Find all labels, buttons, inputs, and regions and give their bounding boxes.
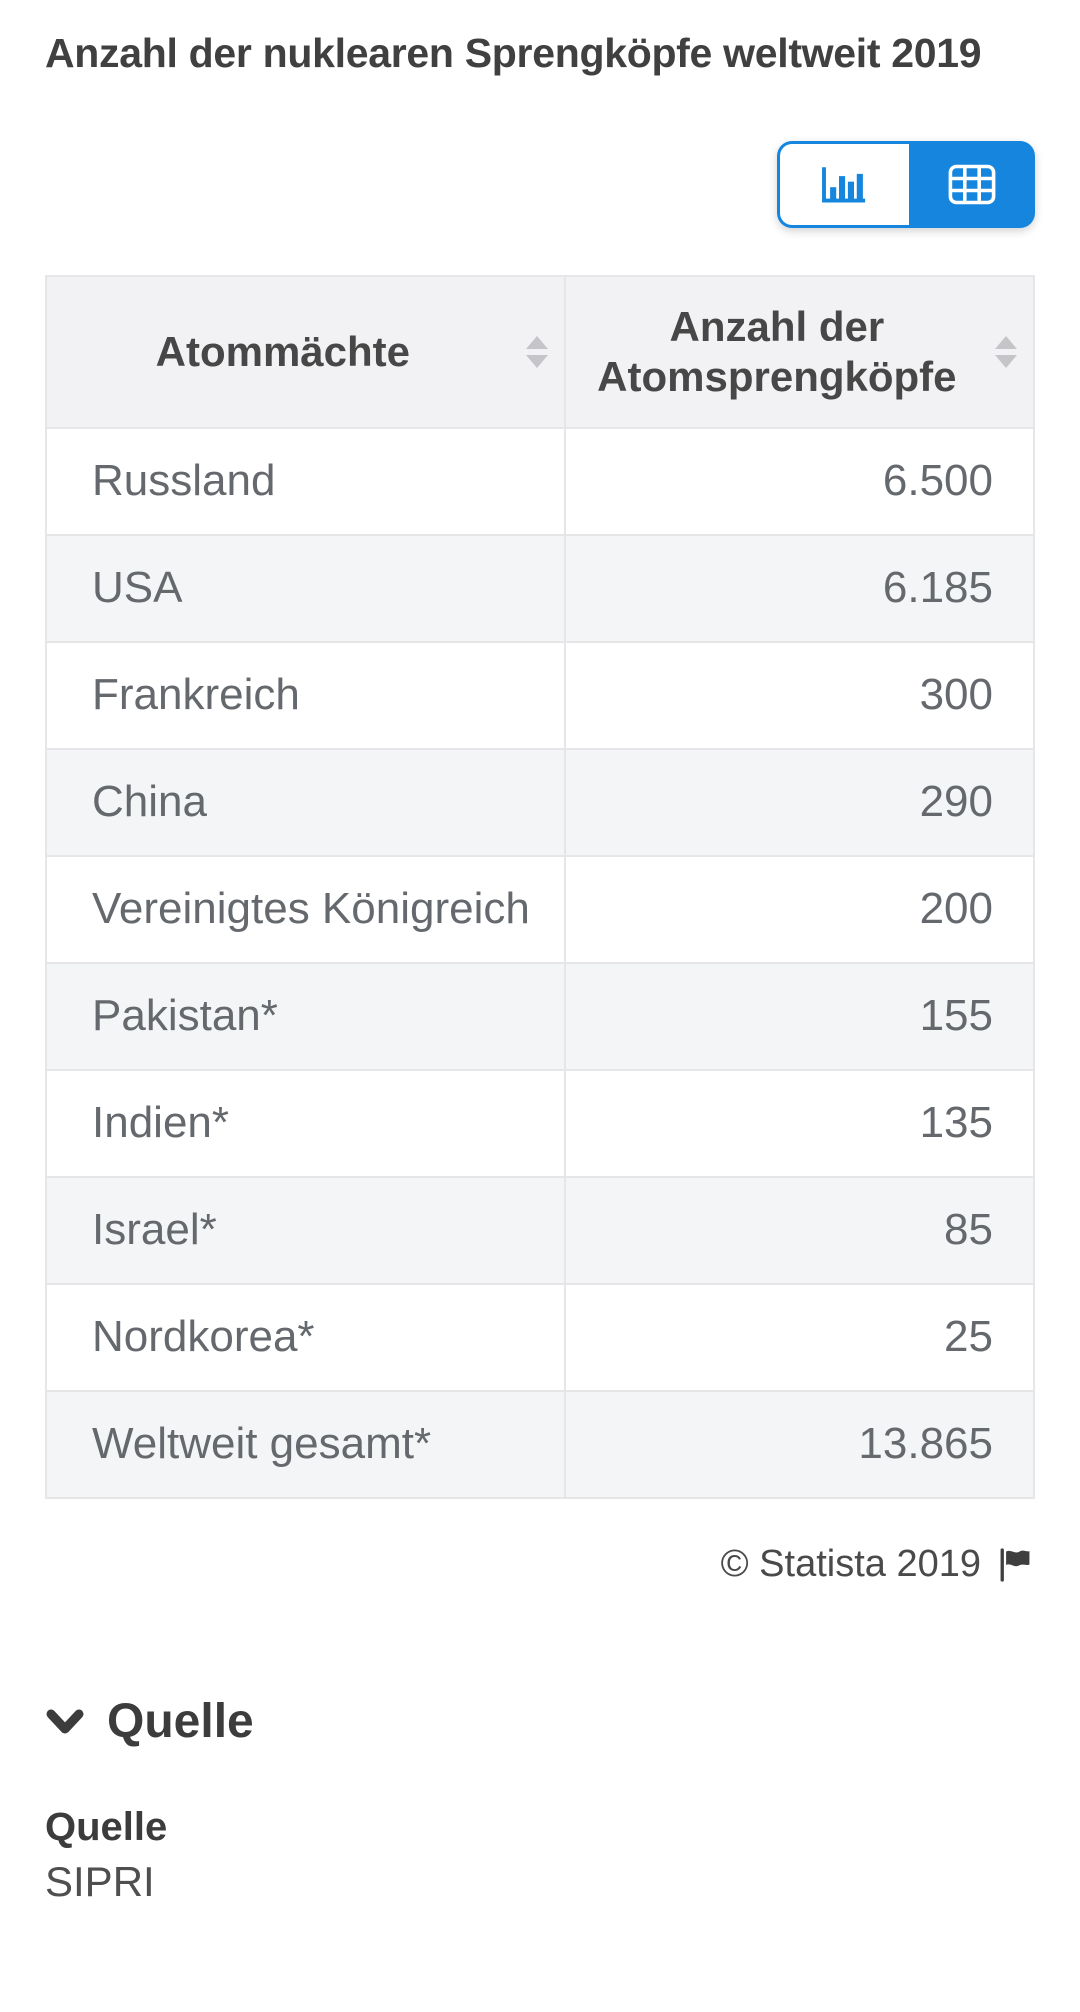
table-row: Frankreich 300 — [45, 641, 1036, 751]
table-row: China 290 — [45, 748, 1036, 858]
value-cell: 6.500 — [563, 427, 1036, 537]
country-cell: Israel* — [45, 1176, 566, 1286]
source-section: Quelle Quelle SIPRI — [45, 1694, 1035, 1906]
sort-arrows-icon — [995, 336, 1017, 369]
value-cell: 6.185 — [563, 534, 1036, 644]
country-cell: Russland — [45, 427, 566, 537]
column-header-anzahl[interactable]: Anzahl der Atomsprengköpfe — [563, 275, 1036, 430]
table-row: Vereinigtes Königreich 200 — [45, 855, 1036, 965]
source-section-toggle[interactable]: Quelle — [45, 1694, 1035, 1749]
table-row: Indien* 135 — [45, 1069, 1036, 1179]
report-button[interactable] — [995, 1545, 1035, 1585]
value-cell: 135 — [563, 1069, 1036, 1179]
country-cell: Weltweit gesamt* — [45, 1390, 566, 1500]
table-row: Russland 6.500 — [45, 427, 1036, 537]
value-cell: 300 — [563, 641, 1036, 751]
value-cell: 25 — [563, 1283, 1036, 1393]
source-heading-label: Quelle — [107, 1695, 254, 1749]
table-row: USA 6.185 — [45, 534, 1036, 644]
page-title: Anzahl der nuklearen Sprengköpfe weltwei… — [45, 30, 982, 76]
country-cell: Nordkorea* — [45, 1283, 566, 1393]
table-grid-icon — [948, 165, 996, 205]
column-header-label: Atommächte — [155, 328, 411, 376]
table-row: Nordkorea* 25 — [45, 1283, 1036, 1393]
source-label: Quelle — [45, 1805, 168, 1850]
copyright-text: © Statista 2019 — [720, 1543, 981, 1586]
country-cell: China — [45, 748, 566, 858]
source-value: SIPRI — [45, 1858, 155, 1906]
sort-arrows-icon — [525, 336, 548, 369]
value-cell: 13.865 — [563, 1390, 1036, 1500]
flag-icon — [1000, 1548, 1030, 1582]
column-header-atommaechte[interactable]: Atommächte — [45, 275, 566, 430]
table-row: Pakistan* 155 — [45, 962, 1036, 1072]
table-row: Israel* 85 — [45, 1176, 1036, 1286]
copyright-row: © Statista 2019 — [45, 1543, 1035, 1586]
table-header-row: Atommächte Anzahl der Atomsprengköpfe — [45, 275, 1036, 430]
value-cell: 85 — [563, 1176, 1036, 1286]
view-toggle-row — [45, 141, 1036, 229]
chart-view-button[interactable] — [777, 141, 909, 229]
table-row: Weltweit gesamt* 13.865 — [45, 1390, 1036, 1500]
country-cell: Pakistan* — [45, 962, 566, 1072]
table-view-button[interactable] — [908, 141, 1036, 229]
column-header-label: Anzahl der Atomsprengköpfe — [597, 303, 957, 401]
country-cell: Indien* — [45, 1069, 566, 1179]
country-cell: Frankreich — [45, 641, 566, 751]
data-table: Atommächte Anzahl der Atomsprengköpfe Ru… — [45, 275, 1036, 1500]
statista-widget: Anzahl der nuklearen Sprengköpfe weltwei… — [45, 30, 1036, 1906]
chevron-down-icon — [46, 1709, 84, 1734]
country-cell: Vereinigtes Königreich — [45, 855, 566, 965]
value-cell: 200 — [563, 855, 1036, 965]
value-cell: 290 — [563, 748, 1036, 858]
bar-chart-icon — [822, 167, 866, 203]
country-cell: USA — [45, 534, 566, 644]
view-toggle — [777, 141, 1036, 229]
value-cell: 155 — [563, 962, 1036, 1072]
